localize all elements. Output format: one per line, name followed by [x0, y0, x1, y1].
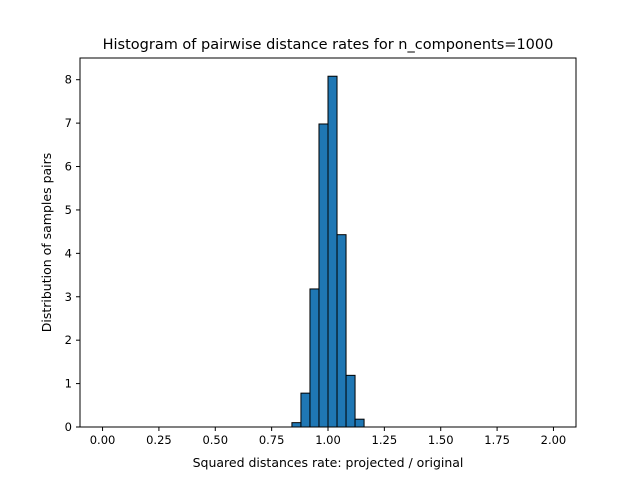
x-axis-ticks: 0.00 0.25 0.50 0.75 1.00 1.25 1.50 1.75 2.00	[90, 427, 567, 447]
chart-title: Histogram of pairwise distance rates for…	[103, 37, 554, 53]
x-tick-label: 0.50	[202, 433, 228, 447]
y-tick-label: 1	[65, 377, 72, 391]
x-tick-label: 1.75	[484, 433, 510, 447]
histogram-bar	[309, 288, 320, 428]
x-tick-label: 1.00	[315, 433, 341, 447]
y-tick-label: 6	[65, 160, 72, 174]
histogram-bar	[318, 123, 329, 428]
x-tick-label: 0.75	[259, 433, 285, 447]
y-tick-label: 3	[65, 290, 72, 304]
y-tick-label: 8	[65, 73, 72, 87]
histogram-bar	[300, 392, 311, 428]
x-tick-label: 0.00	[90, 433, 116, 447]
histogram-bar	[327, 75, 338, 428]
y-tick-label: 0	[65, 420, 72, 434]
y-axis-label: Distribution of samples pairs	[39, 153, 54, 333]
x-tick-label: 1.25	[372, 433, 398, 447]
y-tick-label: 5	[65, 203, 72, 217]
x-tick-label: 1.50	[428, 433, 454, 447]
histogram-bar	[345, 374, 356, 428]
y-tick-label: 7	[65, 116, 72, 130]
histogram-bar	[336, 234, 347, 428]
x-axis-label: Squared distances rate: projected / orig…	[193, 455, 464, 470]
y-axis-ticks: 0 1 2 3 4 5 6 7 8	[65, 73, 80, 434]
histogram-bar	[354, 418, 365, 428]
plot-area	[291, 75, 365, 428]
x-tick-label: 2.00	[541, 433, 567, 447]
y-tick-label: 2	[65, 333, 72, 347]
histogram-bar	[291, 422, 302, 428]
y-tick-label: 4	[65, 246, 72, 260]
x-tick-label: 0.25	[146, 433, 172, 447]
